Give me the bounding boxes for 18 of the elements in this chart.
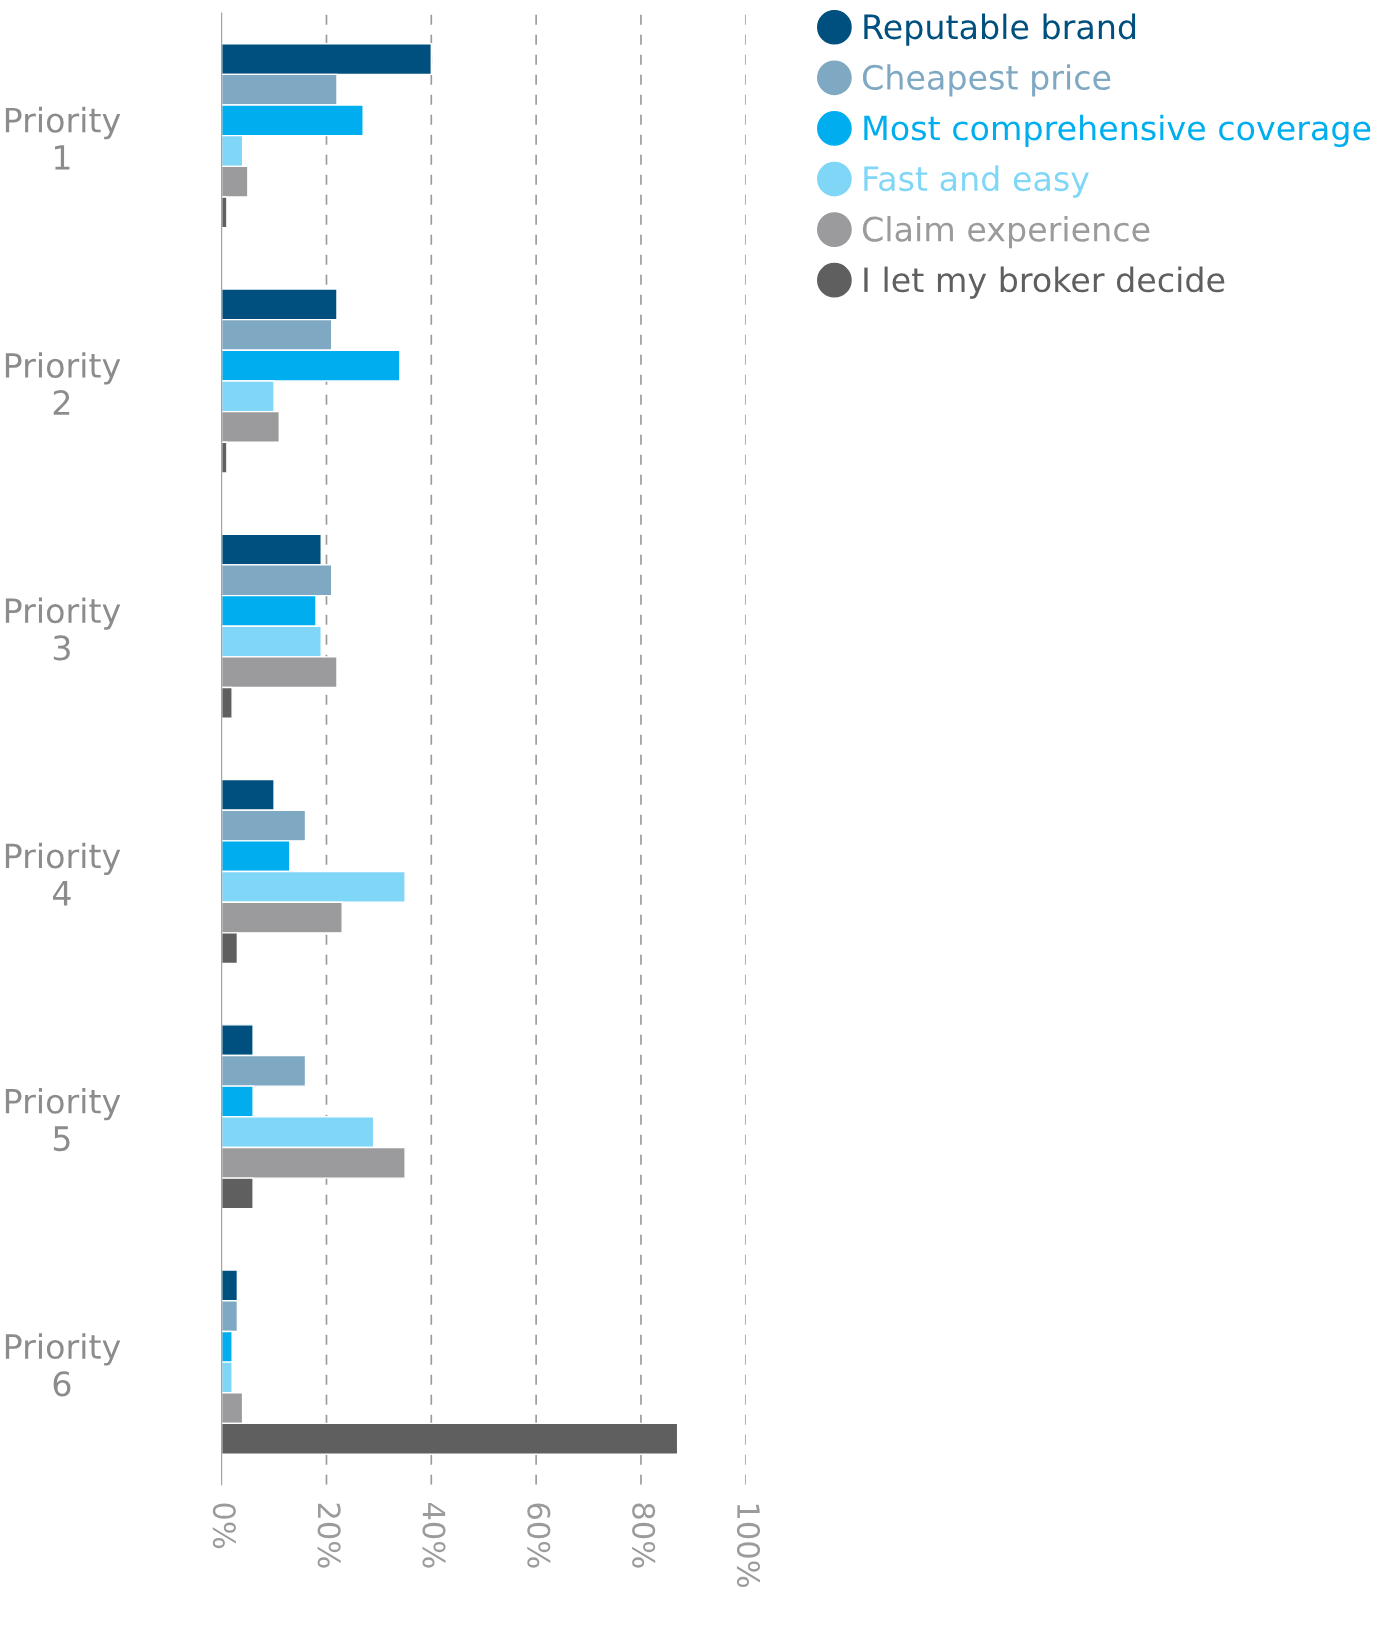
legend-label: Reputable brand (864, 13, 1136, 46)
x-tick-label: 0% (212, 1503, 236, 1549)
legend-label: Fast and easy (864, 165, 1089, 198)
y-tick-label: Priority 1 (5, 106, 121, 170)
x-tick-label: 20% (317, 1503, 341, 1568)
legend-label: Claim experience (862, 215, 1150, 249)
y-tick-label: Priority 2 (5, 352, 121, 415)
y-tick-label: Priority 4 (5, 842, 121, 906)
y-tick-label: Priority 3 (5, 597, 121, 661)
y-tick-label: Priority 5 (5, 1088, 121, 1152)
legend-label: I let my broker decide (864, 266, 1225, 299)
x-tick-label: 40% (422, 1502, 446, 1568)
x-tick-label: 80% (632, 1503, 656, 1568)
x-tick-label: 60% (527, 1503, 551, 1568)
legend-label: Most comprehensive coverage (864, 114, 1371, 148)
y-tick-label: Priority 6 (5, 1333, 121, 1397)
legend-label: Cheapest price (862, 64, 1111, 97)
x-tick-label: 100% (736, 1504, 761, 1588)
